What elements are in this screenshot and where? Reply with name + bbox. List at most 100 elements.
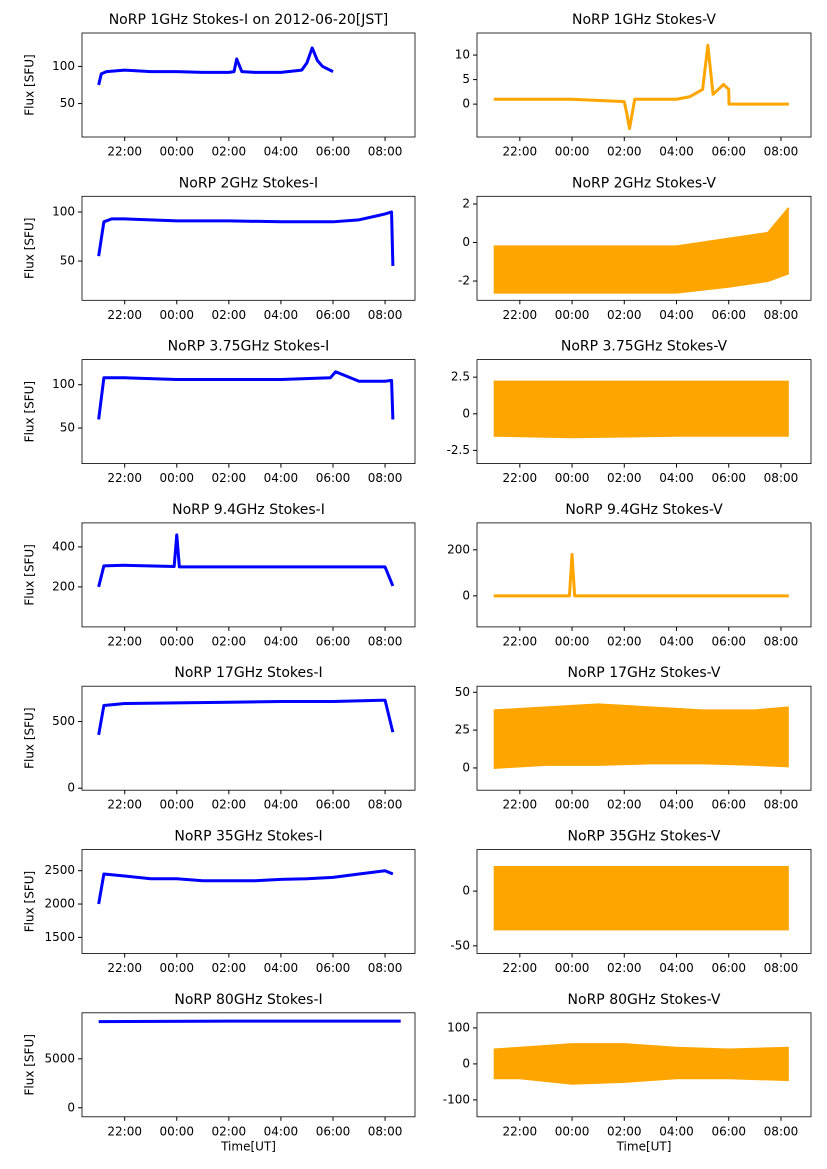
- x-tick-label: 00:00: [555, 961, 590, 975]
- y-tick-label: 0: [462, 884, 470, 898]
- x-tick-label: 02:00: [212, 634, 247, 648]
- x-tick-label: 22:00: [107, 961, 142, 975]
- y-tick-label: 0: [462, 97, 470, 111]
- y-axis-label: Flux [SFU]: [23, 1034, 37, 1095]
- y-axis-label: Flux [SFU]: [23, 54, 37, 115]
- y-tick-label: 2000: [44, 897, 75, 911]
- x-tick-label: 02:00: [607, 1124, 642, 1138]
- x-tick-label: 06:00: [316, 471, 351, 485]
- y-tick-label: -2: [458, 274, 470, 288]
- band-lower: [493, 1077, 789, 1085]
- y-tick-label: 0: [67, 781, 75, 795]
- axes-frame: [81, 522, 416, 628]
- y-tick-label: -100: [443, 1092, 470, 1106]
- x-tick-label: 04:00: [264, 634, 299, 648]
- y-tick-label: 0: [462, 235, 470, 249]
- y-tick-label: 0: [67, 1100, 75, 1114]
- band-lower: [493, 272, 790, 294]
- x-tick-label: 04:00: [659, 471, 694, 485]
- x-axis-label: Time[UT]: [616, 1139, 672, 1153]
- x-tick-label: 02:00: [607, 798, 642, 812]
- x-tick-label: 02:00: [212, 1124, 247, 1138]
- y-tick-label: 500: [52, 714, 75, 728]
- x-tick-label: 02:00: [212, 961, 247, 975]
- x-tick-label: 04:00: [264, 798, 299, 812]
- panel-title: NoRP 2GHz Stokes-I: [179, 175, 318, 191]
- data-line: [97, 370, 395, 420]
- x-tick-label: 22:00: [107, 471, 142, 485]
- axes-frame: [81, 195, 416, 301]
- y-tick-label: 50: [455, 685, 470, 699]
- x-tick-label: 02:00: [607, 145, 642, 159]
- x-tick-label: 22:00: [107, 1124, 142, 1138]
- band-upper: [493, 1043, 789, 1051]
- x-tick-label: 22:00: [107, 634, 142, 648]
- y-tick-label: -2.5: [447, 443, 470, 457]
- x-tick-label: 04:00: [659, 798, 694, 812]
- x-tick-label: 00:00: [555, 145, 590, 159]
- x-tick-label: 00:00: [159, 145, 194, 159]
- x-tick-label: 02:00: [212, 798, 247, 812]
- y-tick-label: 100: [52, 204, 75, 218]
- x-tick-label: 04:00: [659, 634, 694, 648]
- x-tick-label: 04:00: [264, 471, 299, 485]
- x-tick-label: 22:00: [503, 1124, 538, 1138]
- band-lower: [493, 434, 789, 439]
- y-tick-label: 0: [462, 588, 470, 602]
- axes-frame: [476, 359, 812, 465]
- y-tick-label: 50: [60, 96, 75, 110]
- axes-frame: [476, 1012, 812, 1118]
- x-tick-label: 08:00: [368, 798, 403, 812]
- x-tick-label: 06:00: [711, 1124, 746, 1138]
- x-tick-label: 00:00: [159, 798, 194, 812]
- y-axis-label: Flux [SFU]: [23, 381, 37, 442]
- x-tick-label: 06:00: [711, 471, 746, 485]
- x-tick-label: 22:00: [107, 145, 142, 159]
- panel-title: NoRP 3.75GHz Stokes-V: [561, 339, 728, 355]
- x-tick-label: 04:00: [659, 1124, 694, 1138]
- x-tick-label: 22:00: [107, 308, 142, 322]
- y-tick-label: 50: [60, 254, 75, 268]
- y-tick-label: 0: [462, 1056, 470, 1070]
- x-tick-label: 00:00: [159, 1124, 194, 1138]
- y-tick-label: 2: [462, 197, 470, 211]
- x-tick-label: 08:00: [764, 308, 799, 322]
- x-tick-label: 04:00: [264, 1124, 299, 1138]
- data-line: [97, 210, 395, 266]
- panel-title: NoRP 3.75GHz Stokes-I: [168, 339, 330, 355]
- x-tick-label: 08:00: [368, 145, 403, 159]
- y-tick-label: 100: [447, 1020, 470, 1034]
- x-tick-label: 22:00: [107, 798, 142, 812]
- panel-title: NoRP 35GHz Stokes-V: [568, 829, 721, 845]
- band-fill: [493, 704, 789, 768]
- y-axis-label: Flux [SFU]: [23, 871, 37, 932]
- panel-title: NoRP 2GHz Stokes-V: [572, 175, 716, 191]
- band-upper: [493, 703, 789, 712]
- x-tick-label: 02:00: [607, 961, 642, 975]
- x-tick-label: 06:00: [711, 145, 746, 159]
- data-line: [493, 43, 789, 131]
- axes-frame: [81, 359, 416, 465]
- axes-frame: [81, 685, 416, 791]
- band-fill: [493, 381, 789, 438]
- panel-title: NoRP 9.4GHz Stokes-V: [565, 502, 723, 518]
- x-tick-label: 02:00: [212, 145, 247, 159]
- axes-frame: [81, 32, 416, 138]
- y-tick-label: 2.5: [451, 370, 470, 384]
- x-tick-label: 06:00: [316, 1124, 351, 1138]
- x-axis-label: Time[UT]: [220, 1139, 276, 1153]
- x-tick-label: 04:00: [659, 308, 694, 322]
- x-tick-label: 06:00: [711, 308, 746, 322]
- x-tick-label: 00:00: [159, 308, 194, 322]
- x-tick-label: 02:00: [607, 308, 642, 322]
- y-tick-label: 100: [52, 377, 75, 391]
- x-tick-label: 04:00: [264, 145, 299, 159]
- data-line: [97, 533, 395, 588]
- y-axis-label: Flux [SFU]: [23, 707, 37, 768]
- x-tick-label: 06:00: [316, 145, 351, 159]
- data-line: [493, 552, 789, 598]
- x-tick-label: 08:00: [764, 1124, 799, 1138]
- x-tick-label: 22:00: [503, 798, 538, 812]
- x-tick-label: 04:00: [659, 961, 694, 975]
